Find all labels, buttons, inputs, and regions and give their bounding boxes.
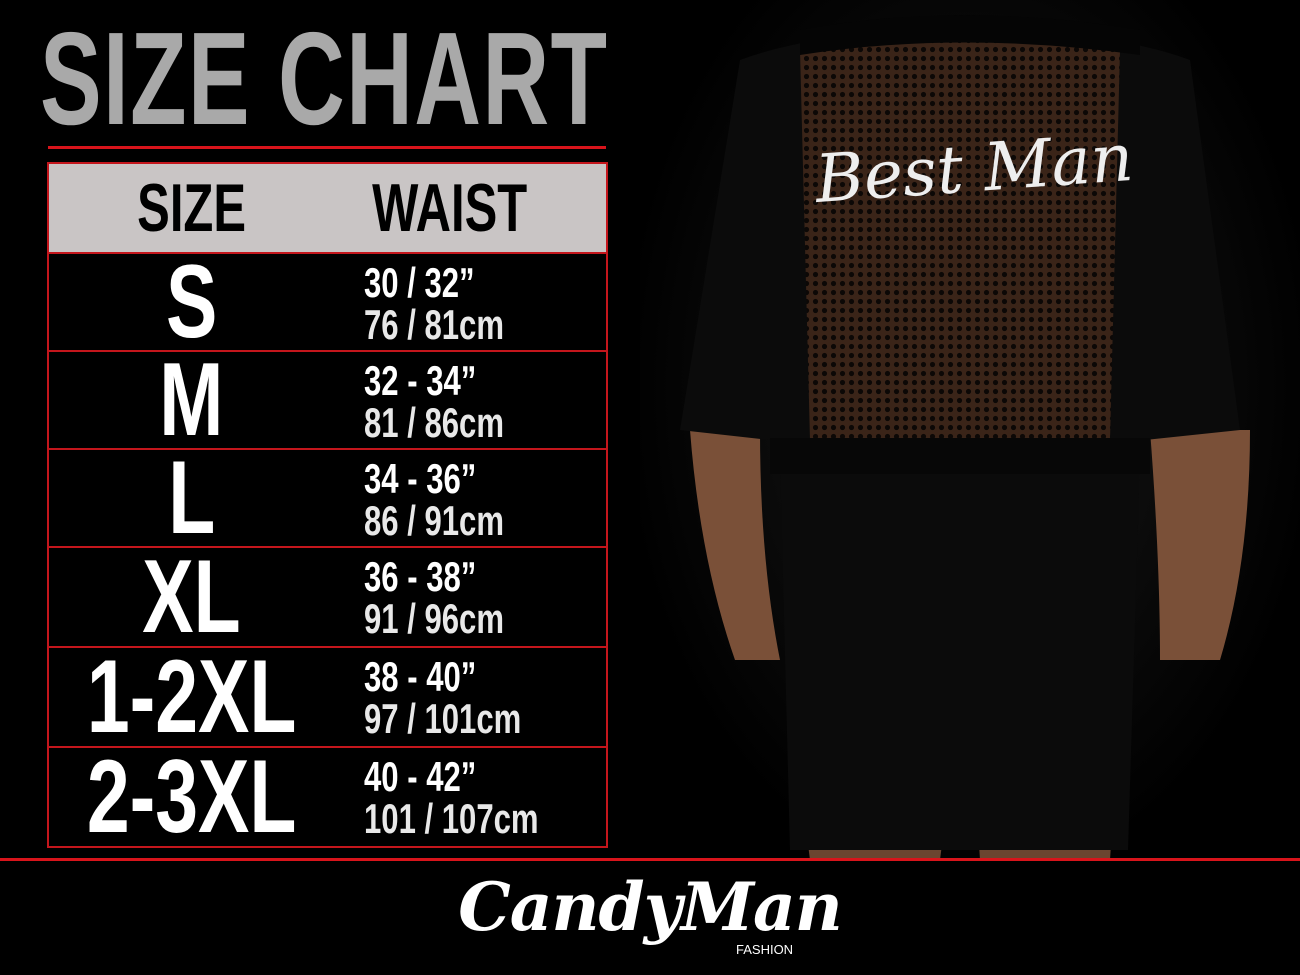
size-label: 1-2XL xyxy=(86,638,297,755)
waist-value: 34 - 36” 86 / 91cm xyxy=(364,458,553,542)
table-header: SIZE WAIST xyxy=(49,164,606,254)
waist-inches: 34 - 36” xyxy=(364,455,477,502)
header-waist: WAIST xyxy=(372,170,528,246)
table-row: 1-2XL 38 - 40” 97 / 101cm xyxy=(49,639,606,755)
product-photo: Best Man xyxy=(640,0,1300,860)
header-size: SIZE xyxy=(137,170,246,246)
size-label: S xyxy=(165,243,218,360)
footer-divider xyxy=(0,858,1300,861)
table-row: L 34 - 36” 86 / 91cm xyxy=(49,440,606,556)
waist-cm: 97 / 101cm xyxy=(364,695,522,742)
table-row: 2-3XL 40 - 42” 101 / 107cm xyxy=(49,739,606,855)
robe-illustration xyxy=(680,15,1250,860)
title-divider xyxy=(48,146,606,149)
waist-value: 30 / 32” 76 / 81cm xyxy=(364,262,553,346)
size-label: M xyxy=(159,341,224,458)
waist-value: 38 - 40” 97 / 101cm xyxy=(364,656,577,740)
waist-inches: 30 / 32” xyxy=(364,259,475,306)
size-label: XL xyxy=(142,538,241,655)
waist-cm: 91 / 96cm xyxy=(364,595,504,642)
waist-inches: 32 - 34” xyxy=(364,357,477,404)
waist-cm: 81 / 86cm xyxy=(364,399,504,446)
table-row: XL 36 - 38” 91 / 96cm xyxy=(49,539,606,655)
waist-inches: 36 - 38” xyxy=(364,553,477,600)
page-title: SIZE CHART xyxy=(40,5,609,152)
brand-name: CandyMan xyxy=(458,868,843,946)
waist-inches: 38 - 40” xyxy=(364,653,477,700)
waist-value: 36 - 38” 91 / 96cm xyxy=(364,556,553,640)
brand-logo: CandyMan FASHION xyxy=(0,868,1300,957)
waist-inches: 40 - 42” xyxy=(364,753,477,800)
size-table: SIZE WAIST S 30 / 32” 76 / 81cm M 32 - 3… xyxy=(47,162,608,855)
waist-cm: 76 / 81cm xyxy=(364,301,504,348)
waist-value: 32 - 34” 81 / 86cm xyxy=(364,360,553,444)
waist-value: 40 - 42” 101 / 107cm xyxy=(364,756,600,840)
waist-cm: 86 / 91cm xyxy=(364,497,504,544)
table-row: S 30 / 32” 76 / 81cm xyxy=(49,244,606,360)
size-label: 2-3XL xyxy=(86,738,297,855)
size-label: L xyxy=(167,439,216,556)
waist-cm: 101 / 107cm xyxy=(364,795,539,842)
table-row: M 32 - 34” 81 / 86cm xyxy=(49,342,606,458)
brand-sub: FASHION xyxy=(736,942,794,957)
